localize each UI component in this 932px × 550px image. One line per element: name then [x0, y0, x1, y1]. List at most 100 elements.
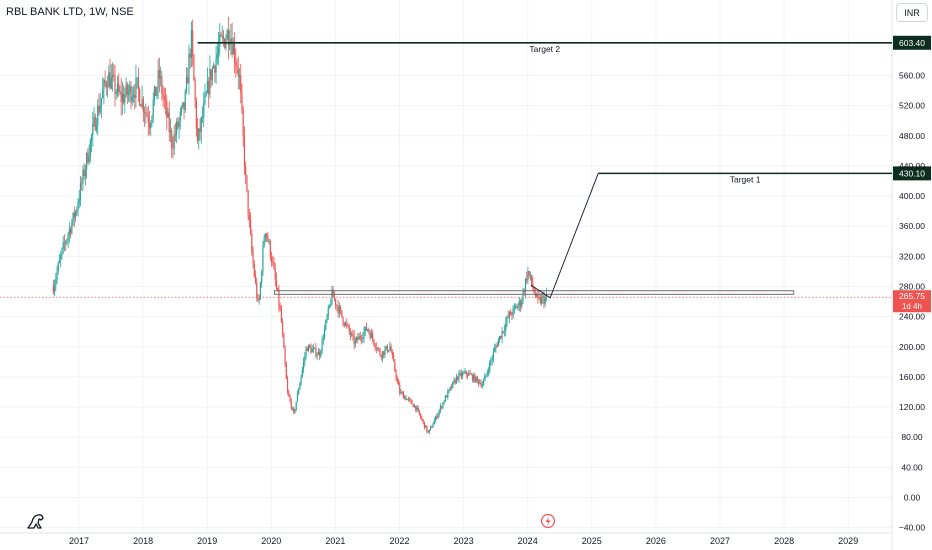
- candle-body: [323, 328, 326, 339]
- candle-body: [327, 307, 329, 317]
- candle-body: [190, 30, 193, 58]
- candle-body: [289, 396, 291, 401]
- candle-body: [443, 401, 445, 403]
- candle-body: [542, 296, 544, 298]
- candle-body: [543, 296, 545, 304]
- current-price-badge: [893, 290, 931, 313]
- candle-body: [489, 362, 491, 372]
- countdown-label: 1d 4h: [902, 302, 922, 311]
- candle-body: [184, 91, 186, 111]
- candle-body: [428, 429, 430, 433]
- target-name: Target 1: [730, 174, 761, 184]
- candle-body: [200, 117, 202, 133]
- candle-body: [400, 392, 402, 394]
- candle-body: [501, 331, 503, 339]
- candle-body: [356, 337, 358, 341]
- candle-body: [513, 306, 515, 308]
- x-axis[interactable]: 2017 2018 2019 2020 2021 2022 2023 2024 2025 2026…: [69, 536, 858, 546]
- x-tick-label: 2026: [646, 536, 666, 546]
- candle-body: [109, 72, 111, 89]
- candle-body: [274, 268, 276, 280]
- candle-body: [535, 293, 538, 297]
- candle-body: [264, 233, 266, 239]
- candle-body: [179, 111, 181, 121]
- x-tick-label: 2017: [69, 536, 89, 546]
- candle-body: [344, 322, 347, 326]
- candle-body: [115, 92, 117, 94]
- candle-body: [130, 85, 132, 102]
- candle-body: [213, 65, 215, 68]
- candle-body: [526, 278, 528, 281]
- candle-body: [203, 102, 205, 118]
- candle-body: [209, 69, 211, 95]
- candle-body: [437, 414, 439, 418]
- candle-body: [379, 349, 381, 356]
- support-line: [274, 290, 795, 295]
- candle-body: [474, 374, 476, 382]
- candle-body: [233, 44, 236, 62]
- candle-body: [390, 346, 392, 353]
- x-tick-label: 2029: [838, 536, 858, 546]
- candle-body: [72, 212, 74, 223]
- candle-body: [358, 336, 360, 340]
- candle-body: [491, 358, 493, 361]
- candle-body: [433, 420, 435, 425]
- candle-body: [353, 335, 355, 345]
- candle-body: [194, 80, 196, 101]
- y-axis[interactable]: −40.00 0.00 40.00 80.00 120.00 160.00 200.00 24…: [899, 70, 926, 532]
- candle-body: [222, 36, 225, 39]
- candle-body: [229, 42, 231, 46]
- candle-body: [208, 80, 210, 95]
- y-tick-label: 320.00: [899, 251, 925, 261]
- candle-body: [158, 70, 160, 79]
- candle-body: [469, 373, 471, 375]
- candle-body: [449, 386, 451, 390]
- candle-body: [375, 347, 377, 349]
- candle-body: [527, 271, 529, 281]
- candle-body: [193, 55, 195, 81]
- lightning-icon[interactable]: [540, 513, 556, 529]
- currency-button[interactable]: INR: [896, 3, 928, 22]
- candle-body: [374, 344, 376, 348]
- candle-body: [273, 262, 275, 269]
- candle-body: [325, 320, 327, 329]
- y-tick-label: 280.00: [899, 281, 925, 291]
- candle-body: [83, 169, 85, 177]
- candle-body: [494, 348, 496, 352]
- candle-body: [405, 396, 407, 400]
- candle-body: [373, 339, 375, 345]
- candle-body: [282, 322, 284, 335]
- candle-body: [137, 77, 140, 90]
- y-tick-label: 560.00: [899, 70, 925, 80]
- candle-body: [280, 309, 283, 323]
- candle-body: [136, 77, 138, 79]
- candle-body: [320, 350, 322, 357]
- candle-body: [257, 297, 259, 301]
- candle-body: [168, 112, 170, 133]
- candle-body: [252, 252, 254, 264]
- candle-body: [89, 140, 91, 157]
- candle-body: [119, 91, 121, 93]
- candle-body: [475, 376, 477, 382]
- candle-body: [395, 370, 397, 379]
- candle-body: [226, 30, 228, 40]
- candle-body: [466, 374, 469, 376]
- candle-body: [74, 211, 77, 218]
- candle-body: [482, 380, 485, 385]
- candle-body: [290, 400, 292, 409]
- candle-body: [204, 95, 206, 103]
- candle-body: [500, 336, 502, 339]
- candle-body: [258, 298, 260, 301]
- candle-body: [78, 199, 80, 204]
- candle-body: [476, 376, 479, 380]
- candle-body: [279, 306, 281, 310]
- candle-body: [79, 182, 82, 200]
- candle-body: [396, 378, 398, 381]
- y-tick-label: 120.00: [899, 402, 925, 412]
- candle-body: [447, 391, 449, 398]
- candle-body: [238, 75, 241, 77]
- candle-body: [185, 77, 188, 92]
- candle-body: [291, 407, 294, 409]
